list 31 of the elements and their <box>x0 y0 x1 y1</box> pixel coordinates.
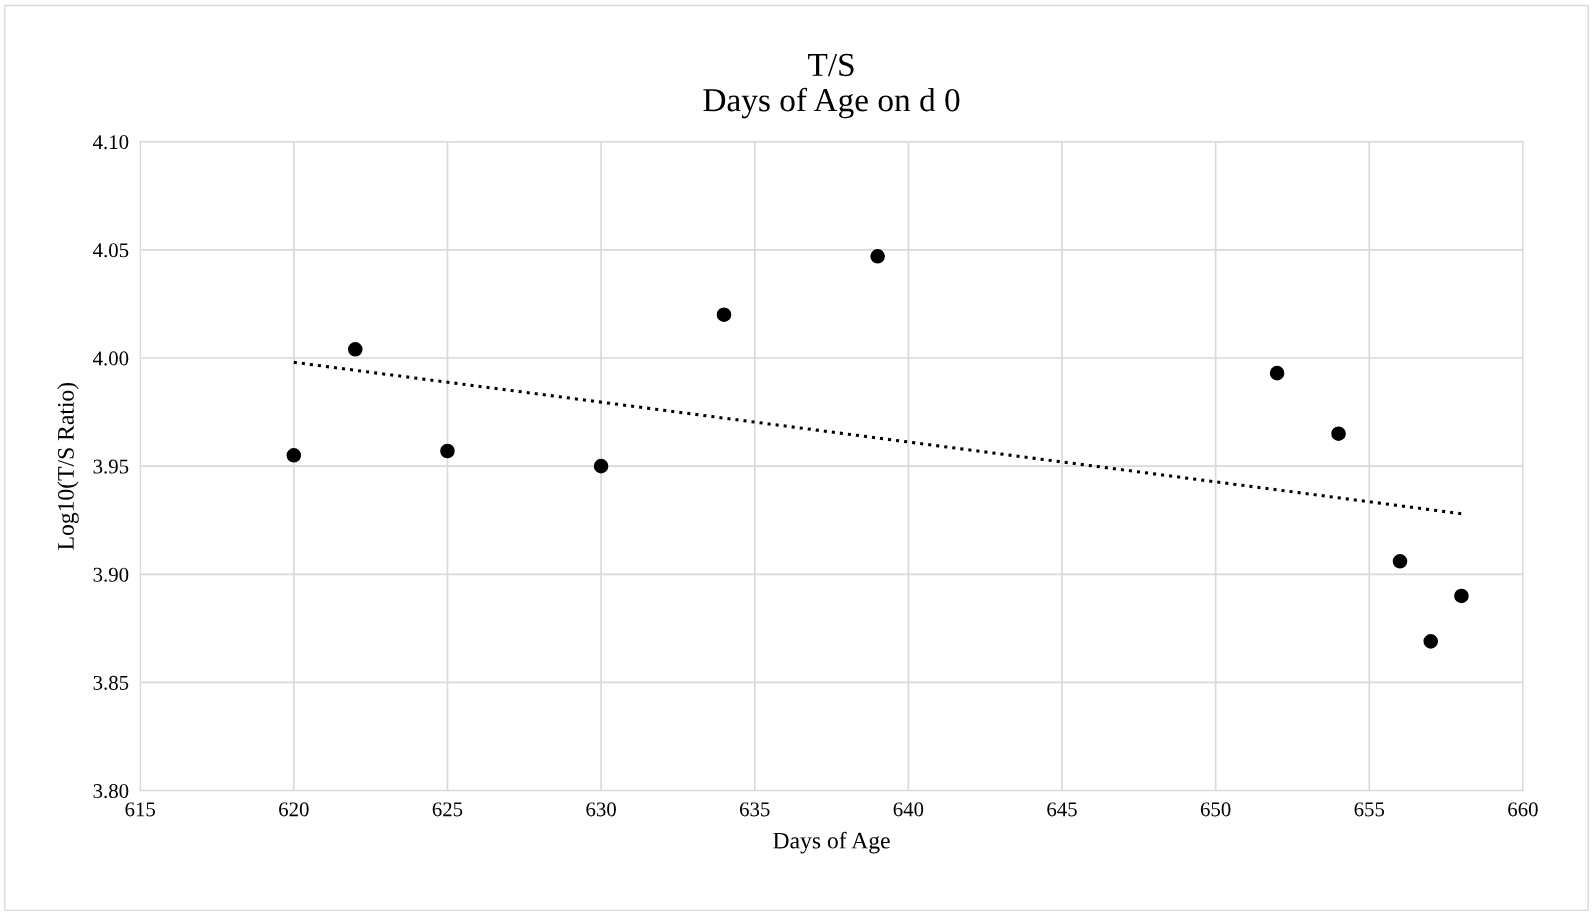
x-tick-label: 640 <box>893 802 924 817</box>
point <box>347 342 363 357</box>
point <box>1331 426 1346 441</box>
point <box>1423 634 1439 649</box>
point <box>716 307 732 323</box>
y-tick-label: 4.05 <box>93 243 129 258</box>
y-tick-label: 3.90 <box>93 567 129 582</box>
y-axis-title: Log10(T/S Ratio) <box>57 382 79 550</box>
x-tick-label: 645 <box>1047 802 1077 817</box>
y-tick-label: 4.00 <box>93 351 129 366</box>
y-tick-label: 3.80 <box>93 783 129 799</box>
x-tick-label: 630 <box>586 802 616 817</box>
point <box>1392 554 1408 569</box>
x-tick-label: 635 <box>740 802 770 817</box>
point <box>870 249 885 264</box>
point <box>593 458 609 474</box>
point <box>286 448 302 463</box>
y-tick-label: 4.10 <box>93 135 129 150</box>
x-tick-label: 660 <box>1508 802 1538 817</box>
x-tick-label: 615 <box>125 802 155 817</box>
point <box>1269 365 1285 381</box>
x-tick-label: 625 <box>432 802 463 817</box>
point <box>440 443 455 459</box>
x-axis-title: Days of Age <box>773 831 890 854</box>
point <box>1454 588 1469 604</box>
x-tick-label: 620 <box>279 802 309 817</box>
chart-title: T/S Days of Age on d 0 <box>703 53 960 119</box>
y-tick-label: 3.95 <box>93 459 129 474</box>
y-tick-label: 3.85 <box>93 675 129 690</box>
x-tick-label: 655 <box>1354 802 1385 817</box>
x-tick-label: 650 <box>1200 802 1231 817</box>
